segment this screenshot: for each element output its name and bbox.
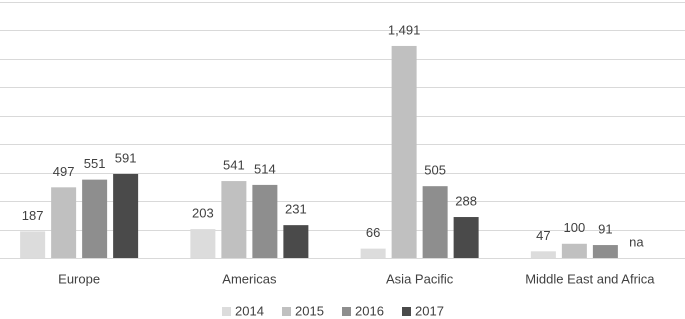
legend-swatch [342, 307, 351, 316]
data-label: 47 [536, 228, 550, 243]
bar [592, 245, 618, 258]
data-label: 187 [22, 208, 44, 223]
data-label: 203 [192, 206, 214, 221]
data-label: 231 [285, 202, 307, 217]
data-label: 551 [84, 156, 106, 171]
bar [391, 45, 417, 258]
data-label: 591 [115, 150, 137, 165]
bar [422, 186, 448, 258]
legend-label: 2014 [235, 303, 264, 318]
legend-label: 2017 [415, 303, 444, 318]
bar [113, 173, 139, 258]
legend-label: 2015 [295, 303, 324, 318]
bar [453, 217, 479, 258]
data-label: 100 [564, 220, 586, 235]
legend-swatch [222, 307, 231, 316]
legend-label: 2016 [355, 303, 384, 318]
bar [561, 243, 587, 258]
x-tick-label: Middle East and Africa [525, 271, 655, 286]
data-label: 66 [366, 225, 380, 240]
bar [360, 248, 386, 258]
bar [283, 225, 309, 258]
bar [252, 184, 278, 258]
data-label: 514 [254, 161, 276, 176]
data-label: na [629, 234, 644, 249]
data-label: 288 [455, 193, 477, 208]
bar [82, 179, 108, 258]
legend-swatch [282, 307, 291, 316]
bar [221, 181, 247, 258]
bar [190, 229, 216, 258]
legend-swatch [402, 307, 411, 316]
bar [20, 231, 46, 258]
data-label: 541 [223, 157, 245, 172]
bar [530, 251, 556, 258]
x-tick-label: Americas [222, 271, 277, 286]
data-label: 505 [424, 163, 446, 178]
data-label: 497 [53, 164, 75, 179]
data-label: 1,491 [388, 22, 421, 37]
x-tick-label: Asia Pacific [386, 271, 454, 286]
x-tick-label: Europe [58, 271, 100, 286]
data-label: 91 [598, 221, 612, 236]
bar [51, 187, 77, 258]
